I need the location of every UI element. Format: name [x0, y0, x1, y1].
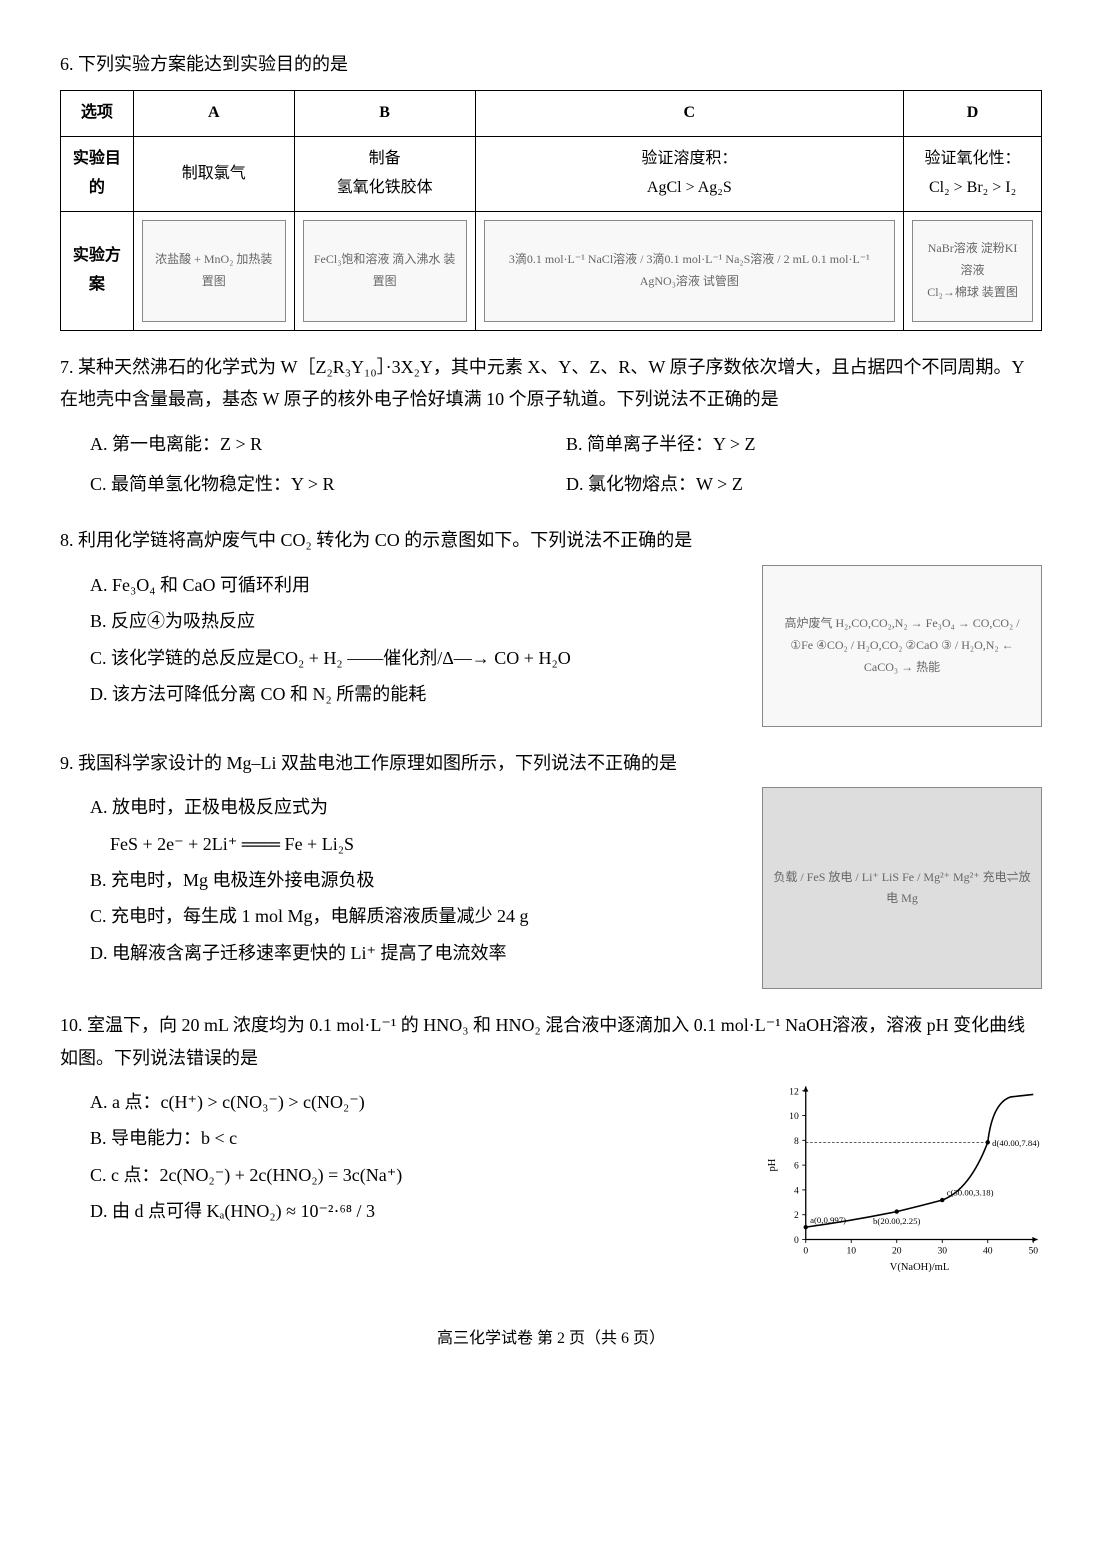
svg-text:50: 50 — [1028, 1245, 1038, 1256]
svg-text:10: 10 — [846, 1245, 856, 1256]
svg-text:d(40.00,7.84): d(40.00,7.84) — [992, 1138, 1039, 1148]
q7-opt-c: C. 最简单氢化物稳定性：Y > R — [90, 468, 566, 500]
svg-text:10: 10 — [789, 1111, 799, 1122]
svg-text:0: 0 — [794, 1235, 799, 1246]
question-10: 10. 室温下，向 20 mL 浓度均为 0.1 mol·L⁻¹ 的 HNO₃ … — [60, 1009, 1042, 1285]
svg-text:12: 12 — [789, 1086, 799, 1097]
q9-opt-a2: FeS + 2e⁻ + 2Li⁺ ═══ Fe + Li₂S — [90, 828, 742, 860]
q7-stem: 7. 某种天然沸石的化学式为 W［Z₂R₃Y₁₀］·3X₂Y，其中元素 X、Y、… — [60, 351, 1042, 416]
svg-text:40: 40 — [983, 1245, 993, 1256]
q10-opt-a: A. a 点：c(H⁺) > c(NO₃⁻) > c(NO₂⁻) — [90, 1086, 742, 1118]
q6-r1-label: 实验目的 — [61, 137, 134, 212]
q7-opt-d: D. 氯化物熔点：W > Z — [566, 468, 1042, 500]
q6-h3: C — [475, 91, 904, 137]
q6-r1-b: 制备 氢氧化铁胶体 — [294, 137, 475, 212]
q10-opt-c: C. c 点：2c(NO₂⁻) + 2c(HNO₂) = 3c(Na⁺) — [90, 1159, 742, 1191]
q6-r2-label: 实验方案 — [61, 211, 134, 330]
q10-opt-b: B. 导电能力：b < c — [90, 1122, 742, 1154]
svg-text:a(0,0.997): a(0,0.997) — [810, 1215, 846, 1225]
q10-stem: 10. 室温下，向 20 mL 浓度均为 0.1 mol·L⁻¹ 的 HNO₃ … — [60, 1009, 1042, 1074]
q9-opt-a: A. 放电时，正极电极反应式为 — [90, 791, 742, 823]
q8-opt-b: B. 反应④为吸热反应 — [90, 605, 742, 637]
question-8: 8. 利用化学链将高炉废气中 CO₂ 转化为 CO 的示意图如下。下列说法不正确… — [60, 524, 1042, 726]
q9-opt-b: B. 充电时，Mg 电极连外接电源负极 — [90, 864, 742, 896]
q6-r1-d: 验证氧化性： Cl₂ > Br₂ > I₂ — [904, 137, 1042, 212]
q6-stem: 6. 下列实验方案能达到实验目的的是 — [60, 48, 1042, 80]
q9-diagram: 负载 / FeS 放电 / Li⁺ LiS Fe / Mg²⁺ Mg²⁺ 充电⇌… — [762, 787, 1042, 989]
svg-text:30: 30 — [937, 1245, 947, 1256]
svg-text:b(20.00,2.25): b(20.00,2.25) — [873, 1216, 920, 1226]
q7-opt-a: A. 第一电离能：Z > R — [90, 428, 566, 460]
q6-h4: D — [904, 91, 1042, 137]
q6-h2: B — [294, 91, 475, 137]
svg-text:c(30.00,3.18): c(30.00,3.18) — [947, 1188, 994, 1198]
q8-opt-c: C. 该化学链的总反应是CO₂ + H₂ ——催化剂/Δ—→ CO + H₂O — [90, 642, 742, 674]
q6-diag-c: 3滴0.1 mol·L⁻¹ NaCl溶液 / 3滴0.1 mol·L⁻¹ Na₂… — [484, 220, 896, 322]
q8-opt-a: A. Fe₃O₄ 和 CaO 可循环利用 — [90, 569, 742, 601]
q9-opt-d: D. 电解液含离子迁移速率更快的 Li⁺ 提高了电流效率 — [90, 937, 742, 969]
question-6: 6. 下列实验方案能达到实验目的的是 选项 A B C D 实验目的 制取氯气 … — [60, 48, 1042, 331]
q6-h0: 选项 — [61, 91, 134, 137]
svg-text:pH: pH — [767, 1158, 778, 1171]
q6-diag-d: NaBr溶液 淀粉KI溶液 Cl₂→棉球 装置图 — [912, 220, 1033, 322]
svg-text:20: 20 — [892, 1245, 902, 1256]
q6-diag-a: 浓盐酸 + MnO₂ 加热装置图 — [142, 220, 286, 322]
page-footer: 高三化学试卷 第 2 页（共 6 页） — [60, 1325, 1042, 1354]
svg-text:6: 6 — [794, 1161, 799, 1172]
q6-diag-b: FeCl₃饱和溶液 滴入沸水 装置图 — [303, 220, 467, 322]
q6-h1: A — [133, 91, 294, 137]
q8-diagram: 高炉废气 H₂,CO,CO₂,N₂ → Fe₃O₄ → CO,CO₂ / ①Fe… — [762, 565, 1042, 727]
q6-table: 选项 A B C D 实验目的 制取氯气 制备 氢氧化铁胶体 验证溶度积： Ag… — [60, 90, 1042, 330]
svg-text:4: 4 — [794, 1185, 799, 1196]
q10-opt-d: D. 由 d 点可得 Kₐ(HNO₂) ≈ 10⁻²·⁶⁸ / 3 — [90, 1195, 742, 1227]
question-9: 9. 我国科学家设计的 Mg–Li 双盐电池工作原理如图所示，下列说法不正确的是… — [60, 747, 1042, 989]
q6-r1-a: 制取氯气 — [133, 137, 294, 212]
svg-text:2: 2 — [794, 1210, 799, 1221]
q9-opt-c: C. 充电时，每生成 1 mol Mg，电解质溶液质量减少 24 g — [90, 900, 742, 932]
q6-r1-c: 验证溶度积： AgCl > Ag₂S — [475, 137, 904, 212]
question-7: 7. 某种天然沸石的化学式为 W［Z₂R₃Y₁₀］·3X₂Y，其中元素 X、Y、… — [60, 351, 1042, 505]
q8-stem: 8. 利用化学链将高炉废气中 CO₂ 转化为 CO 的示意图如下。下列说法不正确… — [60, 524, 1042, 556]
q8-opt-d: D. 该方法可降低分离 CO 和 N₂ 所需的能耗 — [90, 678, 742, 710]
q10-chart: 0 10 20 30 40 50 0 2 4 6 8 10 12 V(NaOH)/mL pH a(0,0.99… — [762, 1082, 1042, 1275]
svg-text:0: 0 — [803, 1245, 808, 1256]
q9-stem: 9. 我国科学家设计的 Mg–Li 双盐电池工作原理如图所示，下列说法不正确的是 — [60, 747, 1042, 779]
svg-text:V(NaOH)/mL: V(NaOH)/mL — [890, 1262, 949, 1273]
q7-opt-b: B. 简单离子半径：Y > Z — [566, 428, 1042, 460]
svg-text:8: 8 — [794, 1136, 799, 1147]
